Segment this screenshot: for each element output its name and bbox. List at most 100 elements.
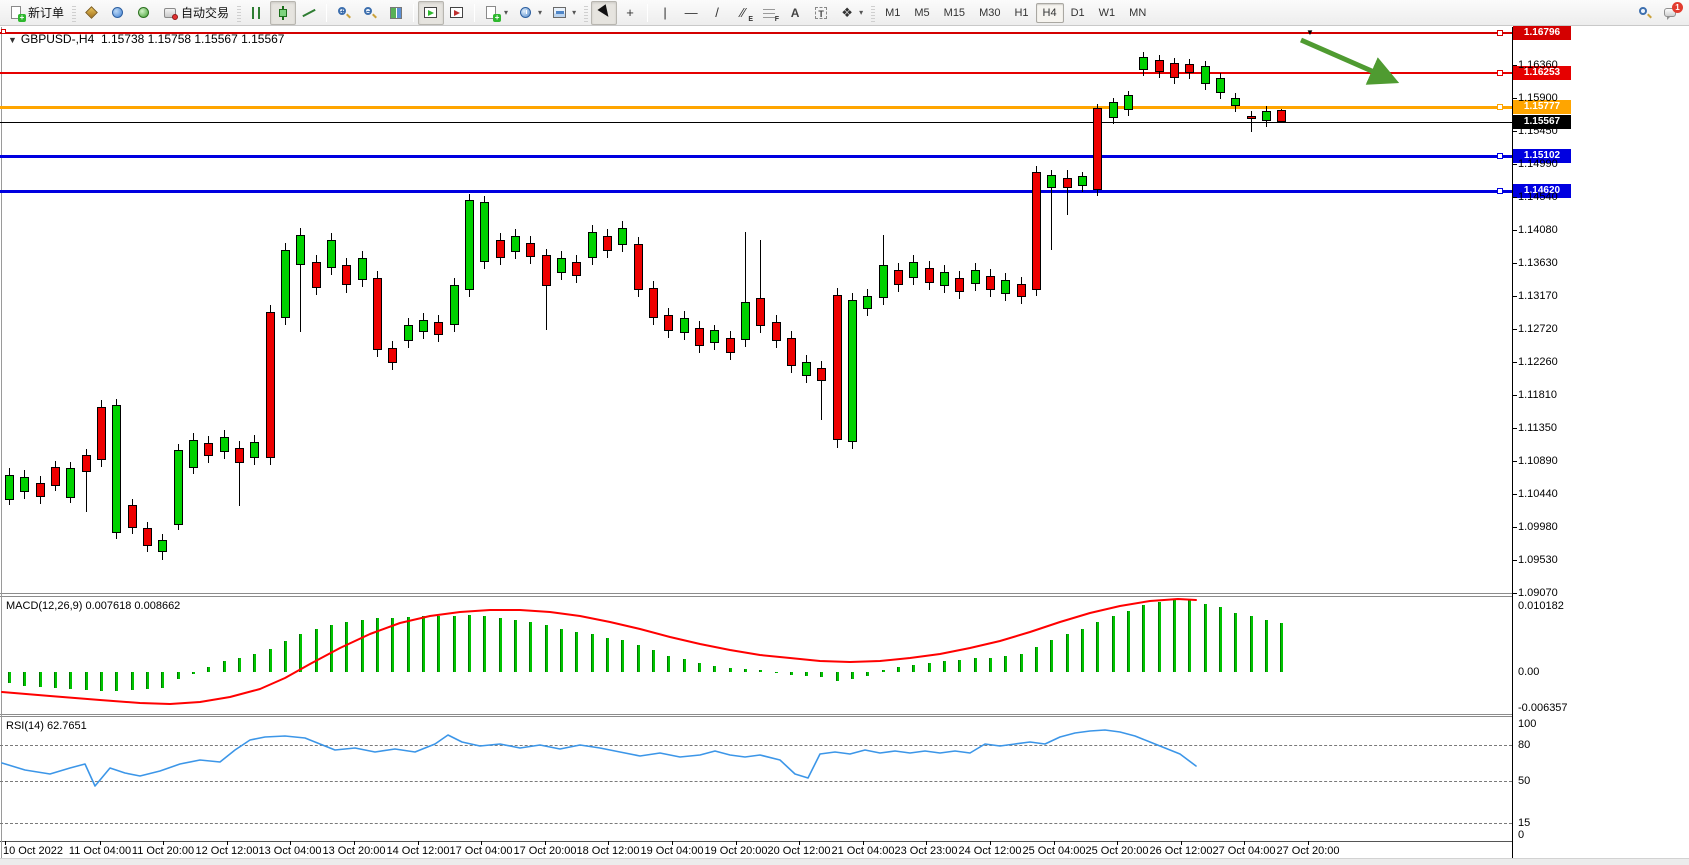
alerts-button[interactable] <box>131 1 157 25</box>
indicators-button[interactable]: + ▾ <box>479 1 513 25</box>
line-drag-handle[interactable] <box>1497 104 1503 110</box>
line-anchor-handle[interactable] <box>1 29 6 34</box>
macd-histogram-bar <box>8 672 11 683</box>
macd-histogram-bar <box>100 672 103 691</box>
bull-candle <box>281 250 290 318</box>
bear-candle <box>388 348 397 363</box>
support-resistance-line[interactable] <box>0 190 1512 193</box>
timeframe-h4-button[interactable]: H4 <box>1035 2 1064 23</box>
macd-histogram-bar <box>1280 623 1283 672</box>
timeframe-m1-button[interactable]: M1 <box>885 6 901 19</box>
time-tick-label: 25 Oct 04:00 <box>1022 845 1086 857</box>
macd-histogram-bar <box>790 672 793 675</box>
rsi-tick-label: 15 <box>1518 817 1531 829</box>
candle-chart-button[interactable] <box>270 0 297 25</box>
shapes-icon: ❖ <box>841 4 853 20</box>
trendline-button[interactable]: / <box>704 1 730 25</box>
bull-candle <box>879 265 888 298</box>
timeframe-m15-button[interactable]: M15 <box>943 6 966 19</box>
panel-separator[interactable] <box>0 593 1513 594</box>
macd-tick-label: -0.006357 <box>1518 702 1568 714</box>
current-price-line[interactable] <box>0 122 1512 123</box>
timeframe-w1-button[interactable]: W1 <box>1098 6 1116 19</box>
axis-tick <box>1512 98 1517 99</box>
toolbar-group-pointer: + <box>591 0 643 25</box>
tile-windows-button[interactable] <box>383 1 409 25</box>
macd-histogram-bar <box>253 654 256 672</box>
axis-tick <box>1512 395 1517 396</box>
bull-candle <box>741 302 750 340</box>
timeframe-mn-button[interactable]: MN <box>1129 6 1147 19</box>
autotrade-button[interactable]: 自动交易 <box>157 1 234 25</box>
macd-panel[interactable] <box>0 597 1512 714</box>
chart-shift-button[interactable] <box>444 1 470 25</box>
macd-histogram-bar <box>1112 616 1115 672</box>
chevron-down-icon: ▾ <box>572 8 577 17</box>
bull-candle <box>66 468 75 498</box>
profiles-button[interactable] <box>105 1 131 25</box>
new-order-button[interactable]: + 新订单 <box>4 1 69 25</box>
rsi-tick-label: 80 <box>1518 739 1531 751</box>
channel-icon: ∕∕ E <box>740 4 754 23</box>
timeframe-d1-button[interactable]: D1 <box>1070 6 1085 19</box>
bull-candle <box>112 405 121 533</box>
bear-candle <box>496 240 505 258</box>
panel-separator[interactable] <box>0 714 1513 715</box>
candle-wick <box>1051 170 1052 250</box>
support-resistance-line[interactable] <box>0 32 1512 34</box>
bull-candle <box>358 258 367 280</box>
bull-candle <box>971 270 980 284</box>
macd-histogram-bar <box>223 661 226 672</box>
macd-tick-label: 0.00 <box>1518 666 1540 678</box>
bear-candle <box>772 322 781 341</box>
rsi-panel[interactable] <box>0 717 1512 841</box>
macd-histogram-bar <box>69 672 72 689</box>
support-resistance-line[interactable] <box>0 72 1512 74</box>
chart-title[interactable]: ▼ GBPUSD-,H4 1.15738 1.15758 1.15567 1.15… <box>8 32 284 46</box>
channel-button[interactable]: ∕∕ E <box>730 1 756 25</box>
search-icon[interactable] <box>1637 5 1653 21</box>
panel-separator <box>0 596 1513 597</box>
chart-shift-marker[interactable]: ▼ <box>1306 28 1314 37</box>
bull-candle <box>419 320 428 332</box>
templates-button[interactable]: ▾ <box>547 1 581 25</box>
line-drag-handle[interactable] <box>1497 70 1503 76</box>
crosshair-button[interactable]: + <box>617 1 643 25</box>
timeframe-m30-button[interactable]: M30 <box>979 6 1001 19</box>
green-arrow-annotation[interactable] <box>0 0 1512 865</box>
shapes-button[interactable]: ❖ ▾ <box>834 1 868 25</box>
cursor-button[interactable] <box>591 0 618 25</box>
price-level-badge: 1.14620 <box>1513 184 1571 198</box>
line-drag-handle[interactable] <box>1497 30 1503 36</box>
support-resistance-line[interactable] <box>0 155 1512 158</box>
bull-candle <box>450 285 459 325</box>
zoom-out-button[interactable]: − <box>357 1 383 25</box>
notifications-icon[interactable]: 1 <box>1663 1 1683 21</box>
time-axis-tick <box>863 841 864 845</box>
bear-candle <box>925 268 934 283</box>
bear-candle <box>1155 60 1164 72</box>
bar-chart-button[interactable] <box>244 1 270 25</box>
chevron-down-icon[interactable]: ▼ <box>8 35 17 45</box>
macd-histogram-bar <box>545 625 548 672</box>
fibonacci-button[interactable]: F <box>756 1 782 25</box>
text-button[interactable]: A <box>782 1 808 25</box>
line-drag-handle[interactable] <box>1497 153 1503 159</box>
periods-button[interactable]: ▾ <box>513 1 547 25</box>
line-drag-handle[interactable] <box>1497 188 1503 194</box>
macd-histogram-bar <box>729 668 732 672</box>
timeframe-h1-button[interactable]: H1 <box>1014 6 1029 19</box>
toolbar-group-orders: + 新订单 <box>4 1 69 25</box>
hline-button[interactable]: — <box>678 1 704 25</box>
support-resistance-line[interactable] <box>0 106 1512 109</box>
timeframe-m5-button[interactable]: M5 <box>914 6 930 19</box>
bull-candle <box>680 318 689 333</box>
vline-button[interactable]: | <box>652 1 678 25</box>
auto-scroll-button[interactable] <box>418 0 445 25</box>
toolbar-separator <box>413 3 415 22</box>
bull-candle <box>1201 66 1210 84</box>
text-label-button[interactable]: T <box>808 1 834 25</box>
rsi-level-line <box>0 781 1512 782</box>
zoom-in-button[interactable]: + <box>331 1 357 25</box>
bear-candle <box>817 368 826 381</box>
